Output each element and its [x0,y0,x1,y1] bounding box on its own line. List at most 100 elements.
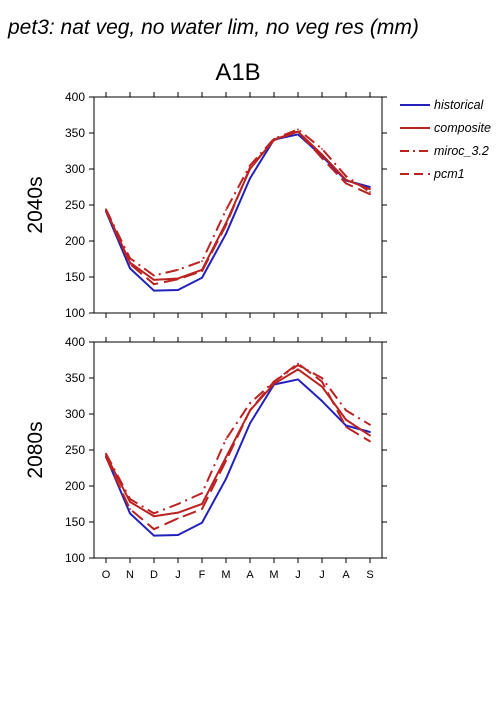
series-historical [105,378,371,537]
data-point [321,153,323,156]
data-point [321,380,323,383]
x-tick-label: J [295,569,301,581]
data-point [225,456,227,459]
data-point [105,456,107,459]
data-point [297,133,299,136]
data-point [249,166,251,169]
series-line [105,364,371,515]
series-line [105,362,371,531]
x-tick-label: S [366,569,373,581]
data-point [369,440,371,443]
data-point [201,508,203,510]
data-point [321,157,323,160]
data-point [297,362,299,365]
data-point [321,147,323,150]
y-tick-label: 100 [65,306,85,320]
series-pcm1 [105,362,371,531]
data-point [129,267,131,270]
data-point [129,263,131,265]
x-tick-label: J [175,569,181,581]
y-tick-label: 250 [65,198,85,212]
data-point [297,368,299,371]
data-point [321,377,323,379]
panel-label: 2040s [24,176,47,233]
data-point [225,232,227,235]
data-point [369,431,371,433]
data-point [345,175,347,178]
data-point [273,380,275,383]
data-point [201,492,203,495]
y-tick-label: 400 [65,335,85,349]
data-point [345,424,347,427]
data-point [129,498,131,500]
data-point [153,278,155,281]
data-point [225,209,227,211]
data-point [153,534,155,537]
legend-item-historical: historical [400,98,485,112]
data-point [177,268,179,271]
data-point [201,276,203,279]
data-point [129,261,131,264]
data-point [129,508,131,510]
data-point [153,512,155,515]
data-point [297,364,299,366]
y-tick-label: 200 [65,234,85,248]
legend-item-pcm1: pcm1 [400,167,465,181]
y-tick-label: 300 [65,407,85,421]
data-point [249,422,251,425]
data-point [225,477,227,480]
data-point [177,503,179,505]
chart-panel-2040s: 100 150 200 250 300 350 400 2040s [24,90,387,320]
data-point [129,500,131,503]
data-point [345,182,347,185]
data-point [297,130,299,133]
data-point [321,400,323,402]
data-point [249,177,251,180]
data-point [345,426,347,428]
data-point [177,278,179,281]
y-tick-label: 350 [65,126,85,140]
data-point [249,402,251,405]
data-point [369,434,371,437]
legend-item-miroc_3.2: miroc_3.2 [400,144,489,158]
x-tick-label: A [246,569,254,581]
data-point [153,283,155,286]
figure-title: pet3: nat veg, no water lim, no veg res … [7,16,419,39]
y-tick-label: 400 [65,90,85,104]
series-line [105,378,371,537]
scenario-title: A1B [215,59,260,86]
series-line [105,368,371,518]
data-point [129,257,131,260]
y-tick-label: 200 [65,479,85,493]
y-tick-label: 350 [65,371,85,385]
series-miroc_3.2 [105,364,371,515]
data-point [177,289,179,291]
y-tick-label: 150 [65,515,85,529]
x-tick-label: O [102,569,111,581]
data-point [153,274,155,277]
data-point [225,438,227,441]
legend-item-composite: composite [400,121,491,135]
data-point [153,528,155,531]
data-point [369,188,371,191]
data-point [201,503,203,505]
data-point [177,517,179,520]
series-pcm1 [105,130,371,286]
data-point [321,385,323,388]
y-tick-label: 150 [65,270,85,284]
data-point [177,511,179,514]
data-point [297,128,299,131]
y-tick-label: 300 [65,162,85,176]
data-point [297,378,299,381]
data-point [345,178,347,181]
data-point [225,224,227,227]
series-miroc_3.2 [105,128,371,277]
y-tick-label: 250 [65,443,85,457]
data-point [105,209,107,212]
x-tick-label: A [342,569,350,581]
legend-label: pcm1 [433,167,465,181]
data-point [105,452,107,455]
legend: historical composite miroc_3.2 pcm1 [400,98,491,181]
data-point [249,409,251,412]
data-point [153,515,155,518]
